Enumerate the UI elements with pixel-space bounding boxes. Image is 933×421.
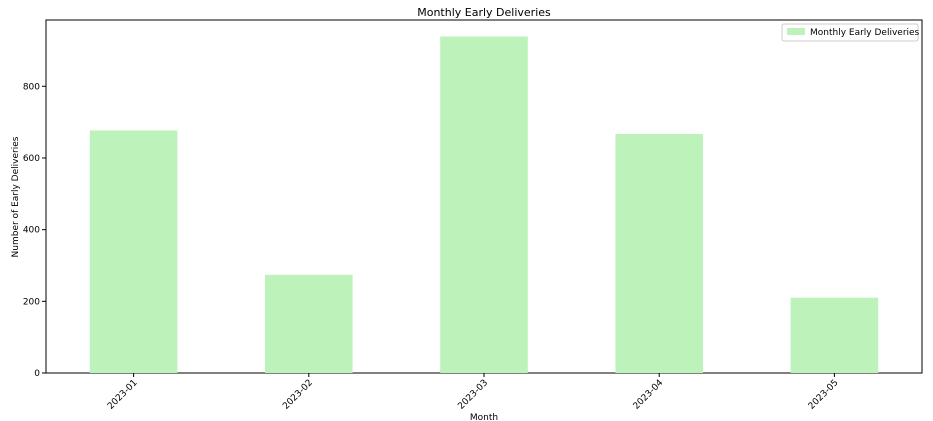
y-axis-label: Number of Early Deliveries xyxy=(11,136,21,257)
x-axis: 2023-01 2023-02 2023-03 2023-04 2023-05 xyxy=(106,373,841,412)
y-tick-label: 0 xyxy=(34,369,40,379)
x-axis-label: Month xyxy=(470,413,498,421)
bars-group xyxy=(89,36,879,373)
y-tick-label: 600 xyxy=(23,154,40,164)
chart-title: Monthly Early Deliveries xyxy=(417,6,551,19)
y-tick-label: 200 xyxy=(23,297,40,307)
x-tick-label-2023-01: 2023-01 xyxy=(106,378,140,412)
x-tick-label-2023-03: 2023-03 xyxy=(456,378,490,412)
legend-box xyxy=(781,23,919,42)
legend-label: Monthly Early Deliveries xyxy=(810,28,920,38)
bar-2023-04 xyxy=(615,134,703,373)
x-tick-label-2023-02: 2023-02 xyxy=(281,378,315,412)
bar-2023-01 xyxy=(89,130,178,373)
bar-2023-03 xyxy=(440,36,528,373)
y-axis: 0 200 400 600 800 xyxy=(23,82,46,379)
x-tick-label-2023-04: 2023-04 xyxy=(632,378,666,412)
y-tick-label: 400 xyxy=(23,226,40,236)
x-tick-label-2023-05: 2023-05 xyxy=(807,378,841,412)
bar-2023-02 xyxy=(265,274,353,373)
legend-swatch xyxy=(787,28,805,35)
bar-2023-05 xyxy=(790,297,879,373)
legend: Monthly Early Deliveries xyxy=(781,23,920,42)
y-tick-label: 800 xyxy=(23,82,40,92)
